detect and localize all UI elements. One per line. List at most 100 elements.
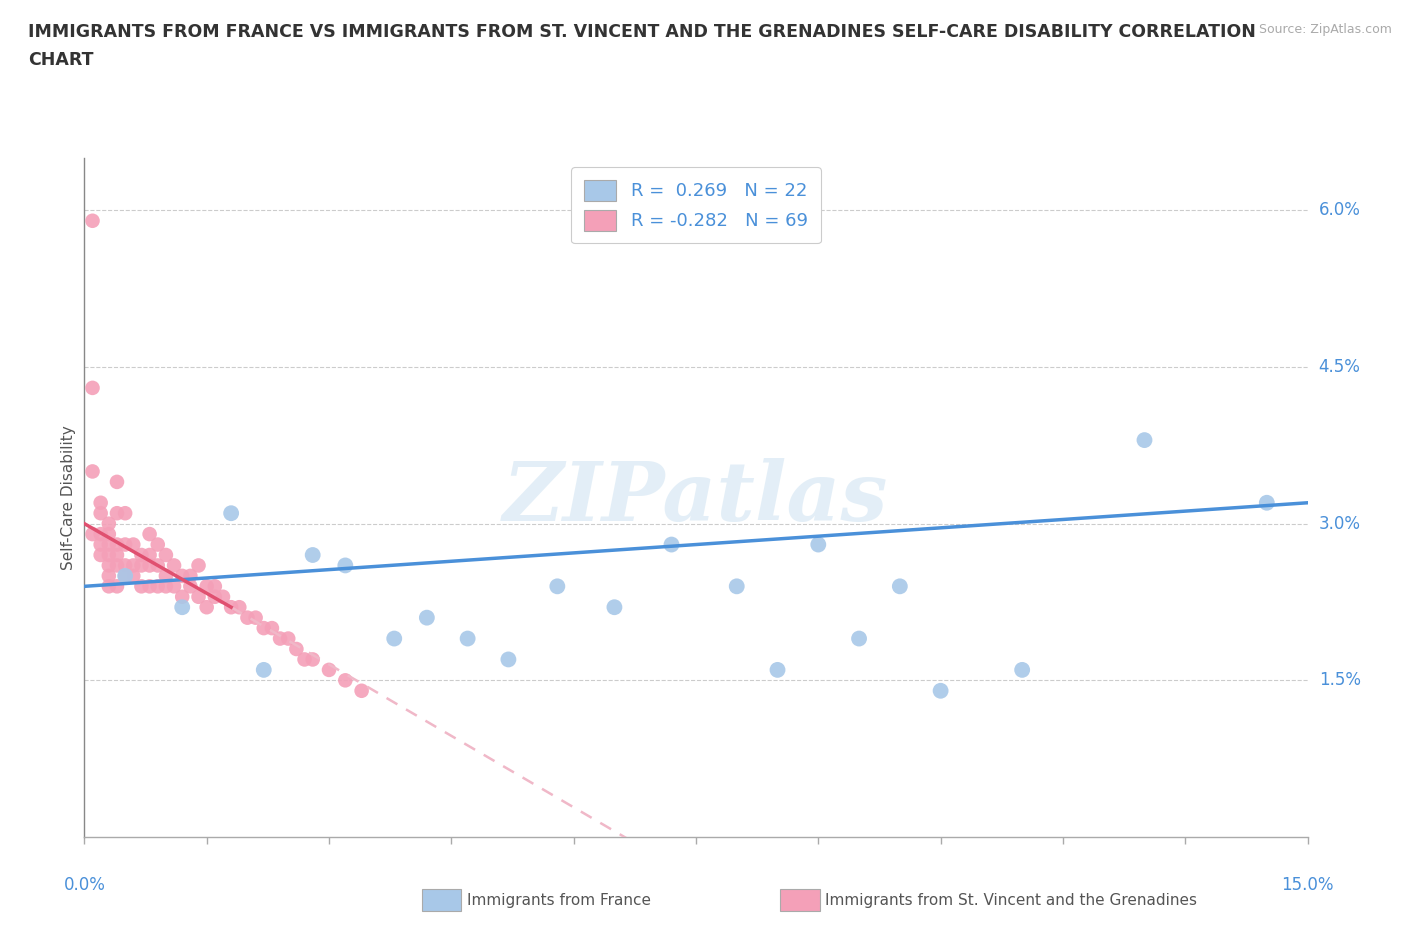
Point (131, 558, 153, 573)
Point (294, 652, 316, 667)
Point (122, 568, 145, 583)
Point (105, 506, 128, 521)
Point (82, 526, 104, 541)
Point (260, 620, 283, 635)
Point (138, 526, 160, 541)
Point (97, 548, 120, 563)
Text: ZIPatlas: ZIPatlas (503, 458, 889, 538)
Point (114, 558, 136, 573)
Text: IMMIGRANTS FROM FRANCE VS IMMIGRANTS FROM ST. VINCENT AND THE GRENADINES SELF-CA: IMMIGRANTS FROM FRANCE VS IMMIGRANTS FRO… (28, 23, 1256, 41)
Point (114, 568, 136, 583)
Point (146, 578, 169, 593)
Point (204, 578, 226, 593)
Point (114, 568, 136, 583)
Point (219, 506, 242, 521)
Text: 3.0%: 3.0% (1319, 514, 1361, 533)
Point (335, 673, 357, 688)
Point (97, 516, 120, 531)
Point (1011, 662, 1033, 677)
Point (301, 652, 323, 667)
Point (82, 213, 104, 228)
Point (285, 642, 308, 657)
Point (766, 662, 789, 677)
Point (146, 558, 169, 573)
Text: CHART: CHART (28, 51, 94, 69)
Text: Immigrants from France: Immigrants from France (467, 893, 651, 908)
Point (219, 600, 242, 615)
Point (172, 568, 194, 583)
Point (131, 548, 153, 563)
Point (172, 590, 194, 604)
Point (245, 610, 267, 625)
Point (848, 631, 870, 646)
Point (114, 538, 136, 552)
Point (603, 600, 626, 615)
Point (114, 506, 136, 521)
Point (138, 558, 160, 573)
Point (138, 548, 160, 563)
Point (105, 538, 128, 552)
Point (122, 558, 145, 573)
Point (97, 558, 120, 573)
Point (253, 620, 276, 635)
Point (163, 578, 186, 593)
Legend: R =  0.269   N = 22, R = -0.282   N = 69: R = 0.269 N = 22, R = -0.282 N = 69 (571, 167, 821, 243)
Point (889, 578, 911, 593)
Point (269, 631, 291, 646)
Point (457, 631, 479, 646)
Point (1133, 432, 1156, 447)
Text: 1.5%: 1.5% (1319, 671, 1361, 689)
Point (350, 684, 373, 698)
Text: 15.0%: 15.0% (1281, 876, 1334, 894)
Point (187, 590, 209, 604)
Point (155, 578, 177, 593)
Point (90, 506, 112, 521)
Point (253, 662, 276, 677)
Text: 6.0%: 6.0% (1319, 201, 1361, 219)
Point (929, 684, 952, 698)
Point (277, 631, 299, 646)
Point (179, 568, 201, 583)
Point (382, 631, 405, 646)
Point (131, 578, 153, 593)
Text: Immigrants from St. Vincent and the Grenadines: Immigrants from St. Vincent and the Gren… (825, 893, 1198, 908)
Point (301, 548, 323, 563)
Point (90, 496, 112, 511)
Point (122, 538, 145, 552)
Point (146, 538, 169, 552)
Text: 0.0%: 0.0% (63, 876, 105, 894)
Point (90, 526, 112, 541)
Text: Source: ZipAtlas.com: Source: ZipAtlas.com (1258, 23, 1392, 36)
Point (155, 548, 177, 563)
Point (498, 652, 520, 667)
Point (90, 538, 112, 552)
Point (195, 600, 218, 615)
Point (1256, 496, 1278, 511)
Point (155, 568, 177, 583)
Point (187, 558, 209, 573)
Point (97, 568, 120, 583)
Y-axis label: Self-Care Disability: Self-Care Disability (60, 425, 76, 570)
Point (82, 464, 104, 479)
Point (179, 578, 201, 593)
Point (318, 662, 340, 677)
Point (204, 590, 226, 604)
Point (236, 610, 259, 625)
Point (163, 558, 186, 573)
Point (416, 610, 439, 625)
Point (82, 380, 104, 395)
Text: 4.5%: 4.5% (1319, 358, 1361, 376)
Point (105, 578, 128, 593)
Point (97, 538, 120, 552)
Point (661, 538, 683, 552)
Point (172, 600, 194, 615)
Point (195, 578, 218, 593)
Point (228, 600, 250, 615)
Point (807, 538, 830, 552)
Point (105, 558, 128, 573)
Point (97, 526, 120, 541)
Point (725, 578, 748, 593)
Point (546, 578, 568, 593)
Point (105, 548, 128, 563)
Point (105, 474, 128, 489)
